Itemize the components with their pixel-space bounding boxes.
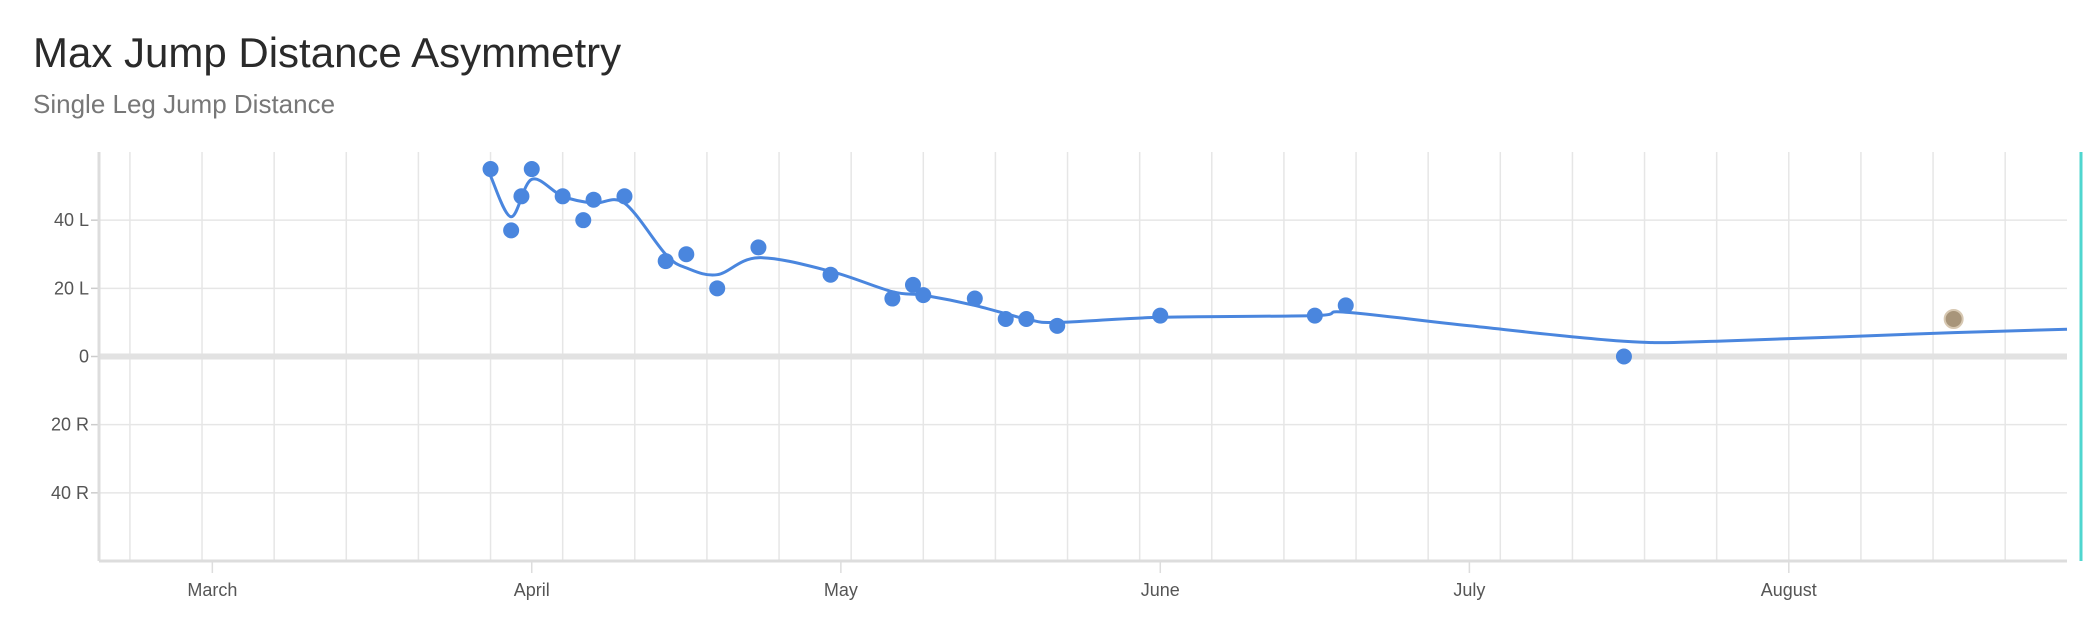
- data-point: [915, 287, 932, 304]
- data-point: [585, 191, 602, 208]
- x-tick-label: August: [1761, 580, 1817, 600]
- data-point: [523, 161, 540, 178]
- data-point: [1615, 348, 1632, 365]
- data-point: [1152, 307, 1169, 324]
- data-point: [482, 161, 499, 178]
- x-tick-label: June: [1141, 580, 1180, 600]
- y-tick-label: 40 L: [54, 210, 89, 230]
- y-tick-label: 0: [79, 347, 89, 367]
- chart-trend-layer: [489, 175, 2068, 345]
- data-point: [904, 276, 921, 293]
- x-tick-label: March: [187, 580, 237, 600]
- data-point: [884, 290, 901, 307]
- data-point: [503, 222, 520, 239]
- data-point: [554, 188, 571, 205]
- data-point: [575, 212, 592, 229]
- data-point: [678, 246, 695, 263]
- data-point: [616, 188, 633, 205]
- chart-grid: [99, 152, 2067, 561]
- data-point: [1049, 317, 1066, 334]
- trend-line: [489, 175, 2068, 345]
- chart-title: Max Jump Distance Asymmetry: [33, 29, 622, 76]
- data-point: [1306, 307, 1323, 324]
- y-tick-label: 20 L: [54, 278, 89, 298]
- data-point: [657, 253, 674, 270]
- x-tick-label: May: [824, 580, 858, 600]
- highlight-data-point: [1943, 309, 1964, 330]
- data-point: [709, 280, 726, 297]
- y-tick-label: 40 R: [51, 483, 89, 503]
- x-tick-label: July: [1453, 580, 1485, 600]
- data-point: [997, 311, 1014, 328]
- data-point: [822, 266, 839, 283]
- data-point: [1337, 297, 1354, 314]
- chart-subtitle: Single Leg Jump Distance: [33, 89, 336, 119]
- data-point: [750, 239, 767, 256]
- chart-points-layer: [482, 161, 1964, 365]
- x-tick-label: April: [514, 580, 550, 600]
- chart-axes: 40 L 20 L 0 20 R 40 R March April May June July Au…: [51, 152, 2083, 600]
- chart-header: Max Jump Distance Asymmetry Single Leg J…: [33, 24, 1433, 122]
- data-point: [1018, 311, 1035, 328]
- data-point: [513, 188, 530, 205]
- data-point: [966, 290, 983, 307]
- y-tick-label: 20 R: [51, 415, 89, 435]
